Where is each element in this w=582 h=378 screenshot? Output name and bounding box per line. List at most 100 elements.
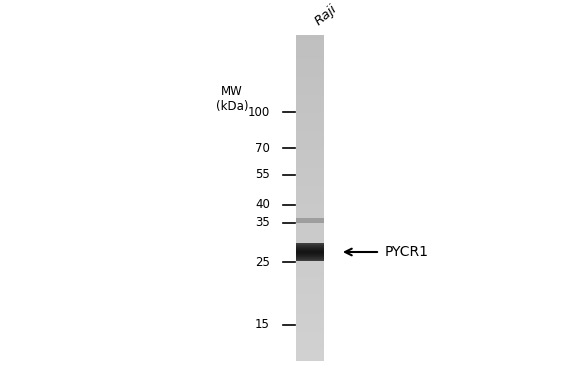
Bar [296, 260, 324, 261]
Bar [296, 276, 324, 277]
Bar [296, 77, 324, 79]
Bar [296, 230, 324, 232]
Bar [296, 149, 324, 151]
Bar [296, 188, 324, 190]
Bar [296, 119, 324, 122]
Bar [296, 285, 324, 287]
Bar [296, 311, 324, 313]
Bar [296, 248, 324, 249]
Bar [296, 313, 324, 315]
Bar [296, 344, 324, 346]
Bar [296, 329, 324, 331]
Bar [296, 59, 324, 62]
Bar [296, 218, 324, 221]
Bar [296, 72, 324, 74]
Bar [296, 167, 324, 169]
Bar [296, 282, 324, 284]
Bar [296, 305, 324, 307]
Bar [296, 242, 324, 243]
Bar [296, 345, 324, 347]
Bar [296, 264, 324, 266]
Text: PYCR1: PYCR1 [385, 245, 429, 259]
Bar [296, 64, 324, 67]
Bar [296, 248, 324, 249]
Bar [296, 146, 324, 148]
Bar [296, 152, 324, 154]
Bar [296, 300, 324, 302]
Text: 25: 25 [255, 256, 270, 268]
Bar [296, 212, 324, 214]
Text: 15: 15 [255, 319, 270, 332]
Bar [296, 288, 324, 291]
Bar [296, 277, 324, 279]
Bar [296, 248, 324, 250]
Bar [296, 160, 324, 162]
Bar [296, 243, 324, 244]
Bar [296, 170, 324, 172]
Bar [296, 256, 324, 258]
Bar [296, 258, 324, 259]
Bar [296, 207, 324, 209]
Bar [296, 177, 324, 178]
Bar [296, 269, 324, 271]
Bar [296, 279, 324, 281]
Bar [296, 215, 324, 217]
Bar [296, 249, 324, 252]
Bar [296, 155, 324, 157]
Bar [296, 258, 324, 260]
Bar [296, 186, 324, 188]
Text: Raji: Raji [312, 2, 339, 28]
Bar [296, 266, 324, 268]
Bar [296, 158, 324, 161]
Bar [296, 254, 324, 255]
Bar [296, 133, 324, 135]
Bar [296, 292, 324, 294]
Bar [296, 172, 324, 174]
Bar [296, 103, 324, 105]
Bar [296, 256, 324, 257]
Bar [296, 232, 324, 234]
Bar [296, 247, 324, 248]
Bar [296, 157, 324, 159]
Bar [296, 272, 324, 274]
Bar [296, 85, 324, 87]
Bar [296, 105, 324, 107]
Bar [296, 37, 324, 39]
Bar [296, 165, 324, 167]
Bar [296, 217, 324, 219]
Bar [296, 251, 324, 252]
Bar [296, 54, 324, 57]
Bar [296, 353, 324, 356]
Bar [296, 341, 324, 342]
Bar [296, 88, 324, 91]
Bar [296, 246, 324, 247]
Bar [296, 108, 324, 110]
Bar [296, 113, 324, 115]
Bar [296, 262, 324, 265]
Bar [296, 204, 324, 206]
Bar [296, 249, 324, 250]
Bar [296, 79, 324, 81]
Bar [296, 290, 324, 292]
Bar [296, 196, 324, 198]
Bar [296, 193, 324, 195]
Bar [296, 253, 324, 254]
Bar [296, 259, 324, 261]
Bar [296, 123, 324, 125]
Bar [296, 259, 324, 260]
Text: 40: 40 [255, 198, 270, 212]
Bar [296, 173, 324, 175]
Bar [296, 131, 324, 133]
Bar [296, 168, 324, 170]
Bar [296, 298, 324, 301]
Bar [296, 324, 324, 326]
Bar [296, 82, 324, 84]
Bar [296, 238, 324, 240]
Bar [296, 144, 324, 146]
Bar [296, 69, 324, 71]
Bar [296, 222, 324, 224]
Bar [296, 121, 324, 123]
Bar [296, 240, 324, 242]
Bar [296, 95, 324, 97]
Bar [296, 175, 324, 177]
